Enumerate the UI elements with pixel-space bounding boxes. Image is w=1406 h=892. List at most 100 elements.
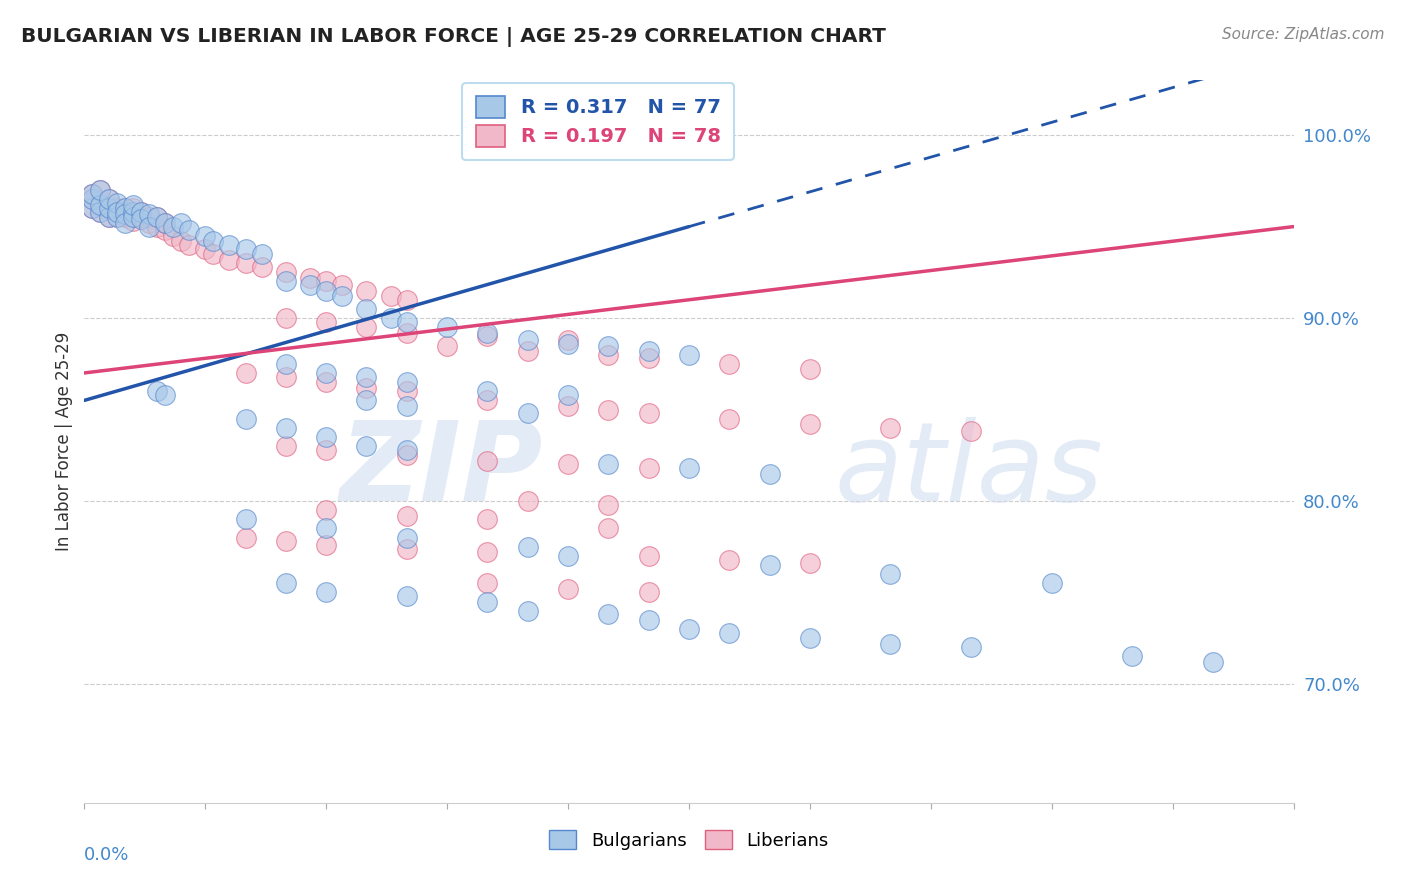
Point (274, 265, 297, 279)
Point (121, 197, 143, 211)
Point (114, 211, 136, 225)
Point (598, 607, 620, 622)
Point (129, 212, 152, 227)
Point (516, 540, 538, 554)
Point (356, 439, 378, 453)
Point (146, 211, 169, 225)
Point (274, 369, 297, 384)
Point (315, 442, 337, 457)
Point (380, 289, 402, 303)
Point (758, 558, 780, 572)
Point (598, 498, 620, 512)
Point (121, 205, 143, 219)
Point (637, 351, 659, 366)
Point (162, 219, 184, 234)
Point (356, 381, 378, 395)
Point (299, 270, 322, 285)
Point (598, 458, 620, 472)
Point (274, 275, 297, 289)
Point (89, 183, 111, 197)
Point (516, 333, 538, 347)
Point (114, 202, 136, 216)
Point (395, 384, 418, 399)
Point (121, 211, 143, 225)
Point (678, 622, 700, 636)
Point (315, 521, 337, 535)
Point (97, 202, 120, 216)
Point (250, 247, 273, 261)
Point (395, 293, 418, 307)
Point (879, 567, 901, 582)
Legend: Bulgarians, Liberians: Bulgarians, Liberians (540, 822, 838, 859)
Text: Source: ZipAtlas.com: Source: ZipAtlas.com (1222, 27, 1385, 42)
Point (436, 338, 458, 352)
Point (274, 357, 297, 371)
Text: BULGARIAN VS LIBERIAN IN LABOR FORCE | AGE 25-29 CORRELATION CHART: BULGARIAN VS LIBERIAN IN LABOR FORCE | A… (21, 27, 886, 46)
Point (114, 216, 136, 230)
Point (557, 582, 579, 596)
Point (146, 219, 169, 234)
Point (477, 454, 499, 468)
Point (598, 402, 620, 417)
Point (718, 357, 741, 371)
Point (114, 205, 136, 219)
Point (274, 576, 297, 591)
Point (598, 348, 620, 362)
Point (799, 556, 821, 570)
Point (356, 393, 378, 408)
Point (477, 512, 499, 526)
Point (637, 613, 659, 627)
Point (678, 348, 700, 362)
Point (637, 549, 659, 563)
Point (114, 202, 136, 216)
Point (121, 202, 143, 216)
Point (315, 538, 337, 552)
Point (960, 425, 983, 439)
Point (557, 549, 579, 563)
Point (82, 202, 104, 216)
Point (557, 336, 579, 351)
Point (235, 366, 257, 380)
Text: 0.0%: 0.0% (84, 847, 129, 864)
Point (97, 192, 120, 206)
Point (799, 362, 821, 376)
Point (82, 202, 104, 216)
Point (315, 503, 337, 517)
Point (1121, 649, 1143, 664)
Point (146, 211, 169, 225)
Point (395, 399, 418, 413)
Point (557, 333, 579, 347)
Point (129, 205, 152, 219)
Point (598, 521, 620, 535)
Point (315, 430, 337, 444)
Point (105, 211, 128, 225)
Point (146, 384, 169, 399)
Point (879, 637, 901, 651)
Point (97, 202, 120, 216)
Point (799, 631, 821, 645)
Point (380, 311, 402, 326)
Point (105, 211, 128, 225)
Point (235, 512, 257, 526)
Point (97, 192, 120, 206)
Point (82, 186, 104, 201)
Point (299, 278, 322, 293)
Point (274, 311, 297, 326)
Point (153, 223, 176, 237)
Point (516, 343, 538, 358)
Point (121, 211, 143, 225)
Point (114, 207, 136, 221)
Point (82, 192, 104, 206)
Point (516, 494, 538, 508)
Point (718, 552, 741, 566)
Point (235, 411, 257, 425)
Point (82, 186, 104, 201)
Point (477, 326, 499, 340)
Point (395, 375, 418, 389)
Point (129, 211, 152, 225)
Point (395, 442, 418, 457)
Point (218, 252, 240, 267)
Point (799, 417, 821, 432)
Point (516, 406, 538, 420)
Point (436, 320, 458, 334)
